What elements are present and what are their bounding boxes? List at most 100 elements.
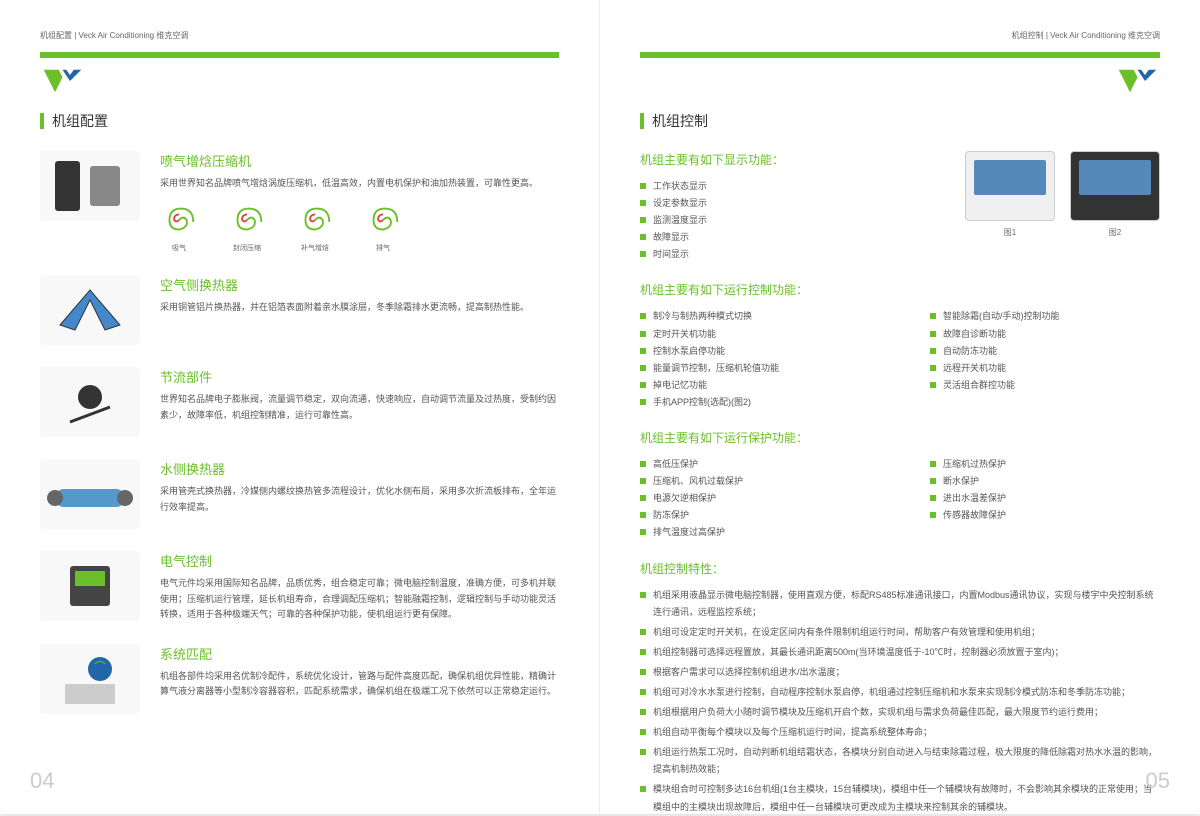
fig1-label: 图1 <box>1004 227 1016 238</box>
control-columns: 制冷与制热两种模式切换定时开关机功能控制水泵启停功能能量调节控制，压缩机轮值功能… <box>640 308 1160 411</box>
list-item: 工作状态显示 <box>640 178 945 195</box>
display-title: 机组主要有如下显示功能： <box>640 151 945 168</box>
list-item: 进出水温差保护 <box>930 490 1160 507</box>
config-title: 喷气增焓压缩机 <box>160 151 559 170</box>
config-desc: 采用世界知名品牌喷气增焓涡旋压缩机，低温高效，内置电机保护和油加热装置，可靠性更… <box>160 176 559 191</box>
list-item: 时间显示 <box>640 246 945 263</box>
list-item: 远程开关机功能 <box>930 360 1160 377</box>
list-item: 故障自诊断功能 <box>930 326 1160 343</box>
config-row: 空气侧换热器 采用铜管铝片换热器，并在铝箔表面附着亲水膜涂层，冬季除霜排水更流畅… <box>40 275 559 345</box>
spiral-icon <box>364 201 402 239</box>
spiral-label: 补气增焓 <box>301 243 329 253</box>
header-text-left: 机组配置 | Veck Air Conditioning 维克空调 <box>40 30 188 41</box>
spiral-item: 封闭压缩 <box>228 201 266 253</box>
list-item: 定时开关机功能 <box>640 326 870 343</box>
config-row: 水侧换热器 采用管壳式换热器，冷媒侧内螺纹换热管多流程设计，优化水侧布局，采用多… <box>40 459 559 529</box>
config-row: 节流部件 世界知名品牌电子膨胀阀，流量调节稳定，双向流通，快速响应，自动调节流量… <box>40 367 559 437</box>
config-content: 空气侧换热器 采用铜管铝片换热器，并在铝箔表面附着亲水膜涂层，冬季除霜排水更流畅… <box>160 275 559 345</box>
config-desc: 电气元件均采用国际知名品牌，品质优秀，组合稳定可靠；微电脑控制温度，准确方便，可… <box>160 576 559 622</box>
header-right: 机组控制 | Veck Air Conditioning 维克空调 <box>640 20 1160 50</box>
list-item: 故障显示 <box>640 229 945 246</box>
config-row: 系统匹配 机组各部件均采用名优制冷配件，系统优化设计，管路与配件高度匹配，确保机… <box>40 644 559 714</box>
config-image <box>40 459 140 529</box>
brochure-spread: 机组配置 | Veck Air Conditioning 维克空调 机组配置 喷… <box>0 0 1200 814</box>
panel-fig1: 图1 <box>965 151 1055 263</box>
config-image <box>40 275 140 345</box>
list-item: 压缩机过热保护 <box>930 456 1160 473</box>
list-item: 模块组合时可控制多达16台机组(1台主模块，15台辅模块)，模组中任一个辅模块有… <box>640 781 1160 815</box>
logo-left <box>40 66 85 96</box>
spiral-icon <box>296 201 334 239</box>
list-item: 机组控制器可选择远程置放，其最长通讯距离500m(当环境温度低于-10℃时，控制… <box>640 644 1160 661</box>
title-bar-icon <box>640 113 644 129</box>
spiral-label: 吸气 <box>172 243 186 253</box>
config-content: 节流部件 世界知名品牌电子膨胀阀，流量调节稳定，双向流通，快速响应，自动调节流量… <box>160 367 559 437</box>
panel-fig2: 图2 <box>1070 151 1160 263</box>
logo-right <box>1115 66 1160 96</box>
spiral-icon <box>160 201 198 239</box>
list-item: 高低压保护 <box>640 456 870 473</box>
list-item: 自动防冻功能 <box>930 343 1160 360</box>
section-title-right: 机组控制 <box>640 111 1160 131</box>
config-content: 水侧换热器 采用管壳式换热器，冷媒侧内螺纹换热管多流程设计，优化水侧布局，采用多… <box>160 459 559 529</box>
list-item: 制冷与制热两种模式切换 <box>640 308 870 325</box>
protect-col1: 高低压保护压缩机、风机过载保护电源欠逆相保护防冻保护排气温度过高保护 <box>640 456 870 541</box>
section-title-left: 机组配置 <box>40 111 559 131</box>
green-bar-left <box>40 52 559 58</box>
header-text-right: 机组控制 | Veck Air Conditioning 维克空调 <box>1012 30 1160 41</box>
control-col2: 智能除霜(自动/手动)控制功能故障自诊断功能自动防冻功能远程开关机功能灵活组合群… <box>930 308 1160 411</box>
config-content: 电气控制 电气元件均采用国际知名品牌，品质优秀，组合稳定可靠；微电脑控制温度，准… <box>160 551 559 622</box>
list-item: 机组采用液晶显示微电脑控制器，使用直观方便，标配RS485标准通讯接口，内置Mo… <box>640 587 1160 621</box>
config-desc: 采用管壳式换热器，冷媒侧内螺纹换热管多流程设计，优化水侧布局，采用多次折流板排布… <box>160 484 559 515</box>
spiral-icon <box>228 201 266 239</box>
list-item: 设定参数显示 <box>640 195 945 212</box>
config-content: 喷气增焓压缩机 采用世界知名品牌喷气增焓涡旋压缩机，低温高效，内置电机保护和油加… <box>160 151 559 253</box>
control-title: 机组主要有如下运行控制功能： <box>640 281 1160 298</box>
list-item: 压缩机、风机过载保护 <box>640 473 870 490</box>
page-number-left: 04 <box>30 768 54 794</box>
display-list: 工作状态显示设定参数显示监测温度显示故障显示时间显示 <box>640 178 945 263</box>
list-item: 监测温度显示 <box>640 212 945 229</box>
spiral-item: 补气增焓 <box>296 201 334 253</box>
config-row: 喷气增焓压缩机 采用世界知名品牌喷气增焓涡旋压缩机，低温高效，内置电机保护和油加… <box>40 151 559 253</box>
list-item: 机组根据用户负荷大小随时调节模块及压缩机开启个数，实现机组与需求负荷最佳匹配，最… <box>640 704 1160 721</box>
list-item: 灵活组合群控功能 <box>930 377 1160 394</box>
config-desc: 采用铜管铝片换热器，并在铝箔表面附着亲水膜涂层，冬季除霜排水更流畅，提高制热性能… <box>160 300 559 315</box>
controller-device-icon <box>965 151 1055 221</box>
config-desc: 世界知名品牌电子膨胀阀，流量调节稳定，双向流通，快速响应，自动调节流量及过热度，… <box>160 392 559 423</box>
config-image <box>40 367 140 437</box>
list-item: 电源欠逆相保护 <box>640 490 870 507</box>
spiral-item: 吸气 <box>160 201 198 253</box>
protect-col2: 压缩机过热保护断水保护进出水温差保护传感器故障保护 <box>930 456 1160 541</box>
config-row: 电气控制 电气元件均采用国际知名品牌，品质优秀，组合稳定可靠；微电脑控制温度，准… <box>40 551 559 622</box>
config-title: 节流部件 <box>160 367 559 386</box>
page-right: 机组控制 | Veck Air Conditioning 维克空调 机组控制 机… <box>600 0 1200 814</box>
page-left: 机组配置 | Veck Air Conditioning 维克空调 机组配置 喷… <box>0 0 600 814</box>
fig2-label: 图2 <box>1109 227 1121 238</box>
characteristics-list: 机组采用液晶显示微电脑控制器，使用直观方便，标配RS485标准通讯接口，内置Mo… <box>640 587 1160 816</box>
config-image <box>40 551 140 621</box>
config-image <box>40 151 140 221</box>
header-left: 机组配置 | Veck Air Conditioning 维克空调 <box>40 20 559 50</box>
display-images: 图1 图2 <box>965 151 1160 263</box>
list-item: 排气温度过高保护 <box>640 524 870 541</box>
list-item: 手机APP控制(选配)(图2) <box>640 394 870 411</box>
characteristics-title: 机组控制特性： <box>640 560 1160 577</box>
list-item: 机组自动平衡每个模块以及每个压缩机运行时间，提高系统整体寿命； <box>640 724 1160 741</box>
config-desc: 机组各部件均采用名优制冷配件，系统优化设计，管路与配件高度匹配，确保机组优异性能… <box>160 669 559 700</box>
spiral-row: 吸气 封闭压缩补气增焓 排气 <box>160 201 559 253</box>
list-item: 机组可设定定时开关机，在设定区间内有条件限制机组运行时间，帮助客户有效管理和使用… <box>640 624 1160 641</box>
green-bar-right <box>640 52 1160 58</box>
list-item: 防冻保护 <box>640 507 870 524</box>
controller-device-icon <box>1070 151 1160 221</box>
title-bar-icon <box>40 113 44 129</box>
list-item: 机组可对冷水水泵进行控制，自动程序控制水泵启停，机组通过控制压缩机和水泵来实现制… <box>640 684 1160 701</box>
config-title: 系统匹配 <box>160 644 559 663</box>
page-number-right: 05 <box>1146 768 1170 794</box>
display-section: 机组主要有如下显示功能： 工作状态显示设定参数显示监测温度显示故障显示时间显示 … <box>640 151 1160 263</box>
list-item: 控制水泵启停功能 <box>640 343 870 360</box>
section-title-text: 机组配置 <box>52 111 108 131</box>
config-title: 水侧换热器 <box>160 459 559 478</box>
spiral-label: 排气 <box>376 243 390 253</box>
config-image <box>40 644 140 714</box>
